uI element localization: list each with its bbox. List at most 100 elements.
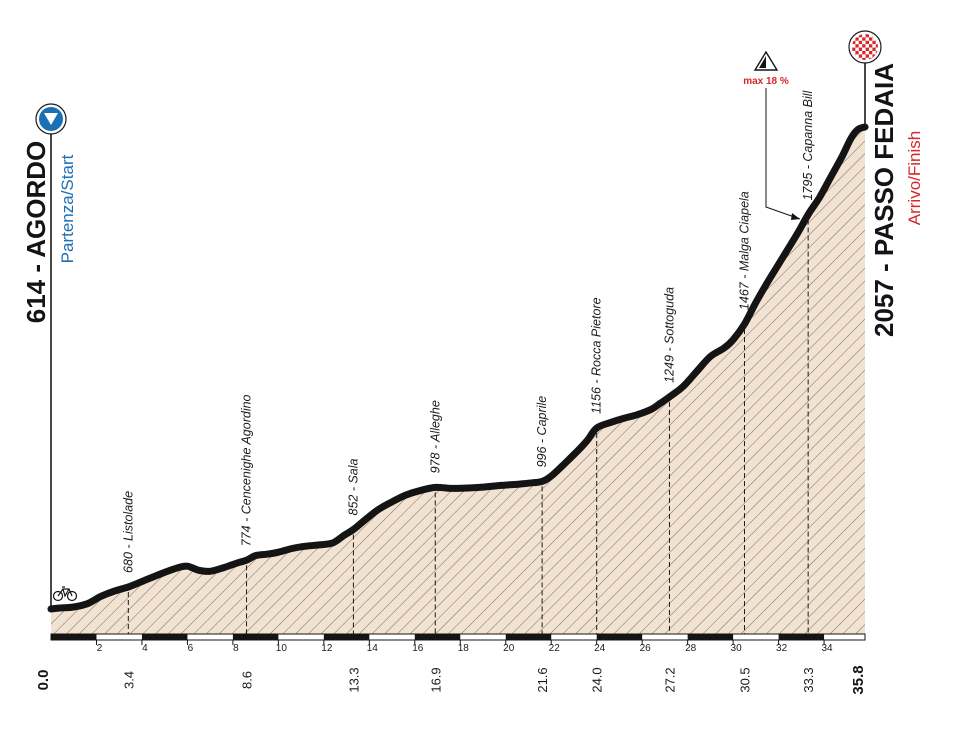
flag-checker-square <box>862 57 866 60</box>
waypoint-label: 1467 - Malga Ciapela <box>737 191 751 310</box>
waypoint-label: 1249 - Sottoguda <box>662 287 676 383</box>
axis-bar-segment <box>51 634 97 640</box>
km-tick-label: 14 <box>367 643 379 654</box>
km-tick-label: 26 <box>640 643 652 654</box>
km-tick-label: 2 <box>97 643 103 654</box>
flag-checker-square <box>852 51 856 55</box>
flag-checker-square <box>865 44 869 48</box>
finish-subtitle: Arrivo/Finish <box>905 131 924 225</box>
flag-checker-square <box>872 54 876 58</box>
waypoint-km-label: 30.5 <box>737 667 752 692</box>
max-gradient-label: max 18 % <box>743 76 789 87</box>
flag-checker-square <box>865 54 869 58</box>
flag-checker-square <box>875 44 878 48</box>
flag-checker-square <box>869 44 873 48</box>
waypoint-label: 680 - Listolade <box>121 491 135 573</box>
elevation-area <box>51 127 865 634</box>
waypoint-km-label: 16.9 <box>428 667 443 692</box>
waypoint-km-label: 33.3 <box>801 667 816 692</box>
flag-checker-square <box>862 44 866 48</box>
km-tick-label: 8 <box>233 643 239 654</box>
start-km-label: 0.0 <box>35 670 52 691</box>
finish-flag-icon <box>848 30 882 64</box>
flag-checker-square <box>865 51 869 55</box>
km-tick-label: 28 <box>685 643 697 654</box>
flag-checker-square <box>858 47 863 51</box>
flag-checker-square <box>865 37 869 41</box>
bicycle-icon <box>52 586 78 602</box>
flag-checker-square <box>865 34 869 38</box>
flag-checker-square <box>855 40 859 45</box>
km-tick-label: 10 <box>276 643 288 654</box>
flag-checker-square <box>869 54 873 58</box>
km-tick-label: 32 <box>776 643 788 654</box>
flag-checker-square <box>865 40 869 45</box>
axis-bar-segment <box>687 634 734 640</box>
km-tick-label: 30 <box>731 643 743 654</box>
flag-checker-square <box>872 51 876 55</box>
km-tick-label: 6 <box>188 643 194 654</box>
flag-checker-square <box>872 37 876 41</box>
finish-altitude-name: 2057 - PASSO FEDAIA <box>869 63 899 337</box>
waypoint-km-label: 3.4 <box>121 671 136 689</box>
flag-checker-square <box>872 47 876 51</box>
flag-checker-square <box>862 40 866 45</box>
km-tick-label: 16 <box>412 643 424 654</box>
waypoint-km-label: 8.6 <box>240 671 255 689</box>
km-tick-label: 12 <box>321 643 333 654</box>
waypoint-label: 978 - Alleghe <box>428 400 442 473</box>
start-subtitle: Partenza/Start <box>58 154 77 263</box>
waypoint-label: 852 - Sala <box>346 458 360 515</box>
waypoint-km-label: 24.0 <box>590 667 605 692</box>
waypoint-km-label: 13.3 <box>346 667 361 692</box>
waypoint-label: 1156 - Rocca Pietore <box>590 297 604 414</box>
flag-checker-square <box>869 34 873 38</box>
flag-checker-square <box>855 54 859 58</box>
km-tick-label: 4 <box>142 643 148 654</box>
waypoints-group: 680 - Listolade 3.4 774 - Cencenighe Agord… <box>121 89 816 692</box>
flag-checker-square <box>852 44 856 48</box>
flag-checker-square <box>855 37 859 41</box>
flag-checker-square <box>869 37 873 41</box>
axis-bar-segment <box>141 634 188 640</box>
flag-checker-square <box>858 37 863 41</box>
waypoint-label: 774 - Cencenighe Agordino <box>240 394 254 546</box>
max-gradient-marker: max 18 % <box>743 50 801 220</box>
flag-checker-square <box>865 47 869 51</box>
end-km-label: 35.8 <box>850 665 867 694</box>
km-tick-label: 20 <box>503 643 515 654</box>
flag-checker-square <box>858 40 863 45</box>
flag-checker-square <box>862 37 866 41</box>
axis-bar-segment <box>505 634 552 640</box>
flag-checker-square <box>875 47 878 51</box>
distance-ticks: 2 4 6 8 10 12 14 16 18 20 22 24 26 28 30 32 34 <box>95 640 834 654</box>
km-tick-label: 24 <box>594 643 606 654</box>
flag-checker-square <box>862 51 866 55</box>
waypoint-km-label: 21.6 <box>535 667 550 692</box>
km-tick-label: 34 <box>822 643 834 654</box>
flag-checker-square <box>869 47 873 51</box>
axis-bar-segment <box>596 634 643 640</box>
km-tick-label: 18 <box>458 643 470 654</box>
km-tick-label: 22 <box>549 643 561 654</box>
flag-checker-square <box>858 34 863 38</box>
start-altitude-name: 614 - AGORDO <box>21 141 51 324</box>
waypoint-km-label: 27.2 <box>662 667 677 692</box>
flag-checker-square <box>858 51 863 55</box>
flag-checker-square <box>858 57 863 60</box>
flag-checker-square <box>875 40 878 45</box>
start-marker-icon <box>35 103 67 135</box>
flag-checker-square <box>852 47 856 51</box>
flag-checker-square <box>858 44 863 48</box>
distance-axis-bar <box>50 633 866 641</box>
axis-bar-segment <box>232 634 279 640</box>
waypoint-label: 1795 - Capanna Bill <box>801 89 815 200</box>
flag-checker-square <box>852 40 856 45</box>
flag-checker-square <box>855 44 859 48</box>
axis-bar-segment <box>323 634 370 640</box>
flag-checker-square <box>855 47 859 51</box>
axis-bar-segment <box>778 634 825 640</box>
axis-bar-segment <box>414 634 461 640</box>
flag-checker-square <box>858 54 863 58</box>
